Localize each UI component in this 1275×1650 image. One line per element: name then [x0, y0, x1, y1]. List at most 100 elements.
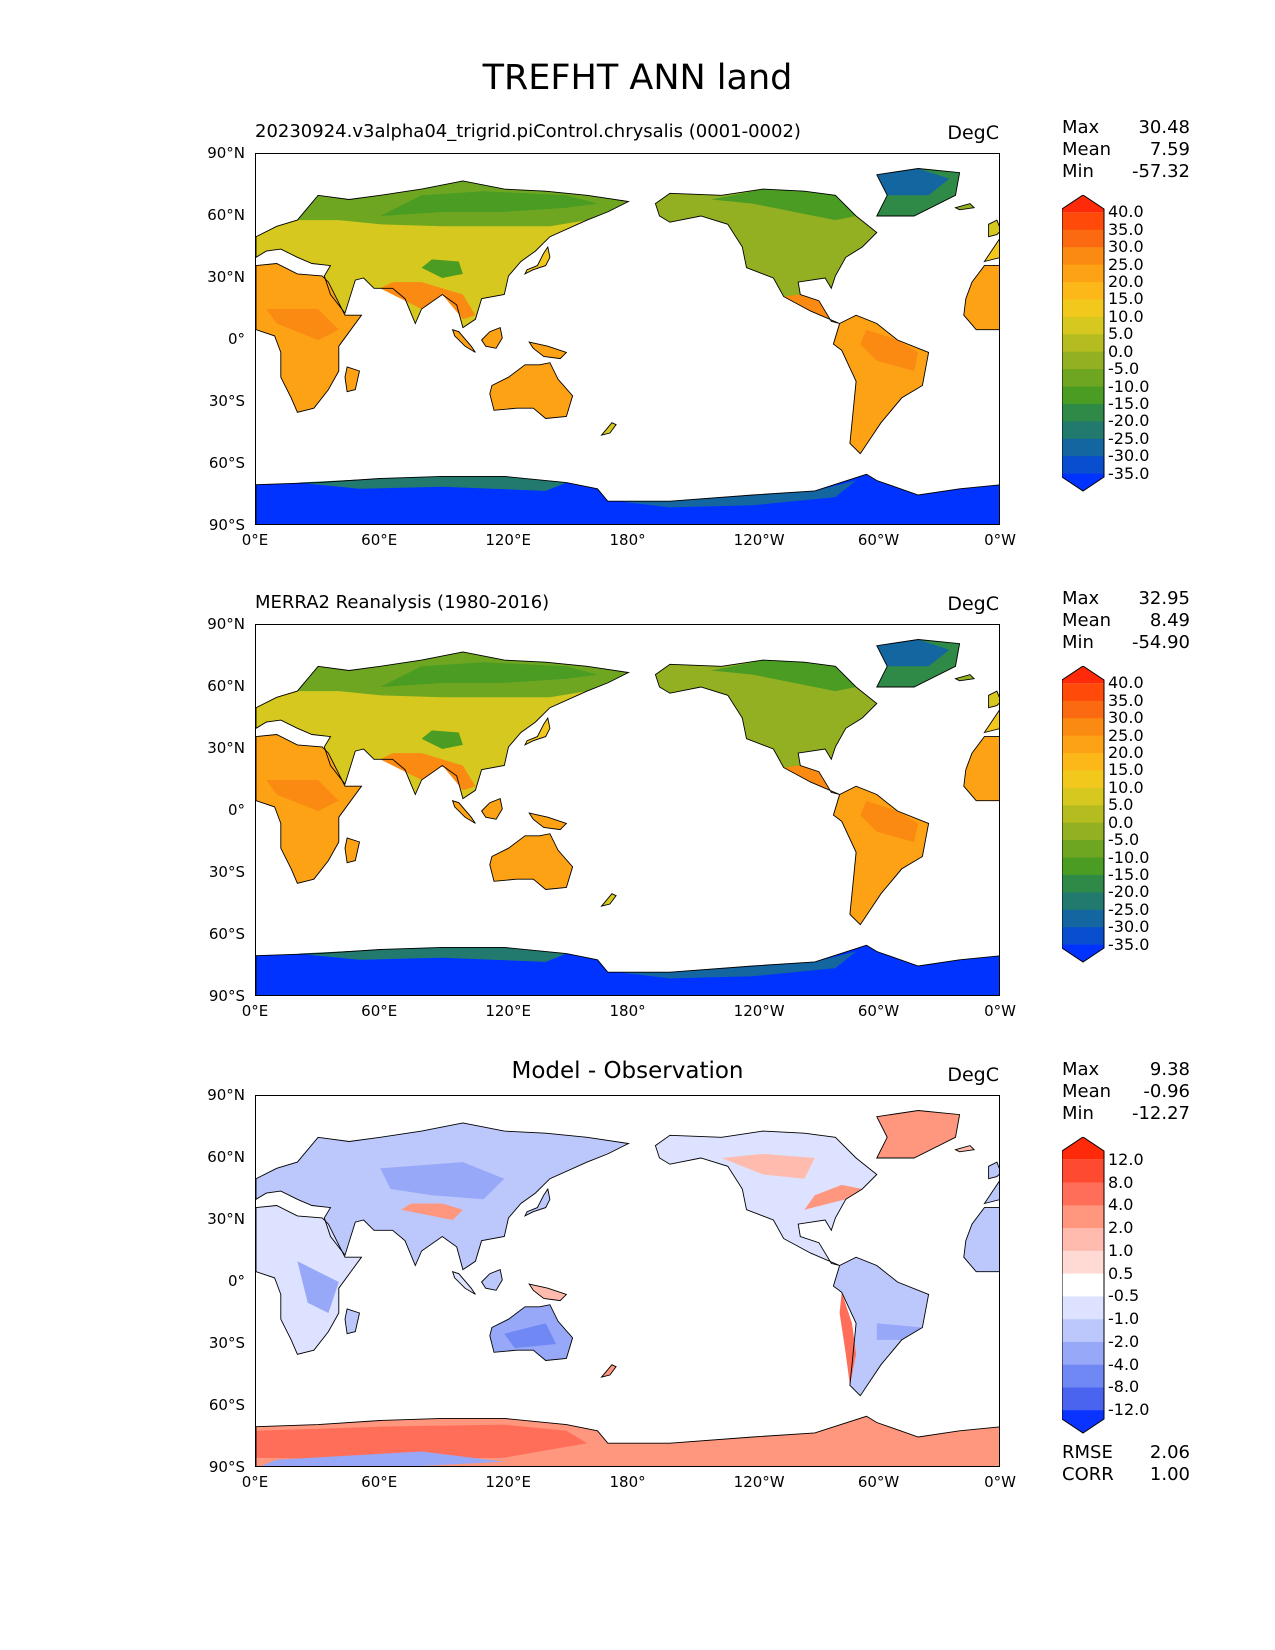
- colorbar-segment: [1062, 1319, 1104, 1343]
- stat-row: Max 32.95: [1062, 588, 1190, 610]
- stat-row: Mean 7.59: [1062, 139, 1190, 161]
- colorbar-tick-label: 30.0: [1108, 237, 1144, 257]
- colorbar-segment: [1062, 840, 1104, 858]
- lon-tick-label: 0°E: [241, 1002, 269, 1020]
- colorbar-segment: [1062, 805, 1104, 824]
- colorbar-segment: [1062, 247, 1104, 266]
- lat-tick-label: 30°S: [208, 1334, 245, 1352]
- colorbar-tick-label: 4.0: [1108, 1195, 1134, 1215]
- panel-stats: Max 32.95 Mean 8.49 Min -54.90: [1062, 588, 1190, 654]
- colorbar-tick-label: -25.0: [1108, 428, 1150, 448]
- lon-tick-label: 180°: [609, 1473, 646, 1491]
- stat-label: Max: [1062, 588, 1100, 609]
- colorbar-tick-label: -4.0: [1108, 1354, 1140, 1374]
- colorbar-tick-label: -5.0: [1108, 359, 1140, 379]
- colorbar-segment: [1062, 700, 1104, 719]
- lon-tick-label: 60°E: [361, 1473, 398, 1491]
- lat-tick-label: 60°S: [208, 925, 245, 943]
- lon-tick-label: 120°E: [485, 1473, 531, 1491]
- colorbar-outline: [1062, 195, 1105, 492]
- stat-label: Max: [1062, 117, 1100, 138]
- colorbar-tick-label: 20.0: [1108, 743, 1144, 763]
- colorbar-tick-label: 15.0: [1108, 760, 1144, 780]
- stat-label: Min: [1062, 632, 1094, 653]
- colorbar-segment: [1062, 1205, 1104, 1229]
- colorbar-tick-label: 10.0: [1108, 306, 1144, 326]
- stat-value: -0.96: [1143, 1081, 1190, 1102]
- colorbar-segment: [1062, 1410, 1104, 1433]
- stat-row: CORR 1.00: [1062, 1464, 1190, 1486]
- stat-value: 2.06: [1149, 1442, 1190, 1463]
- colorbar-segment: [1062, 1182, 1104, 1206]
- stat-row: RMSE 2.06: [1062, 1442, 1190, 1464]
- colorbar-segment: [1062, 1159, 1104, 1184]
- colorbar-tick-label: 40.0: [1108, 673, 1144, 693]
- colorbar-segment: [1062, 351, 1104, 370]
- colorbar-tick-label: -20.0: [1108, 411, 1150, 431]
- map-field: [256, 168, 999, 524]
- stat-label: Mean: [1062, 610, 1112, 631]
- colorbar-segment: [1062, 735, 1104, 754]
- stat-value: -12.27: [1131, 1103, 1190, 1124]
- colorbar-tick-label: 8.0: [1108, 1172, 1134, 1192]
- colorbar-tick-label: 35.0: [1108, 690, 1144, 710]
- colorbar-segment: [1062, 944, 1104, 962]
- stat-row: Min -12.27: [1062, 1103, 1190, 1125]
- colorbar-tick-label: -5.0: [1108, 830, 1140, 850]
- colorbar-segment: [1062, 857, 1104, 876]
- lat-tick-label: 90°S: [208, 516, 245, 534]
- colorbar-segment: [1062, 666, 1104, 684]
- colorbar-tick-label: -10.0: [1108, 376, 1150, 396]
- colorbar-tick-label: 0.5: [1108, 1263, 1134, 1283]
- colorbar-tick-label: -35.0: [1108, 463, 1150, 483]
- lon-tick-label: 60°W: [857, 1002, 900, 1020]
- colorbar-segment: [1062, 1341, 1104, 1366]
- lat-tick-label: 30°N: [207, 1210, 245, 1228]
- map-test: [255, 153, 1000, 525]
- colorbar-tick-label: 5.0: [1108, 795, 1134, 815]
- colorbar-tick-label: -15.0: [1108, 393, 1150, 413]
- lat-tick-label: 60°N: [207, 206, 245, 224]
- panel-stats: Max 30.48 Mean 7.59 Min -57.32: [1062, 117, 1190, 183]
- lon-tick-label: 0°E: [241, 1473, 269, 1491]
- colorbar-segment: [1062, 718, 1104, 737]
- stat-label: CORR: [1062, 1464, 1114, 1485]
- lat-tick-label: 30°S: [208, 863, 245, 881]
- lon-tick-label: 0°W: [984, 1473, 1016, 1491]
- panel-units: DegC: [947, 593, 999, 615]
- stat-row: Min -57.32: [1062, 161, 1190, 183]
- lon-tick-label: 180°: [609, 531, 646, 549]
- stat-value: 8.49: [1149, 610, 1190, 631]
- colorbar-segment: [1062, 212, 1104, 231]
- colorbar-tick-label: -30.0: [1108, 446, 1150, 466]
- map-field: [256, 639, 999, 995]
- lon-tick-label: 120°W: [733, 1473, 785, 1491]
- stat-row: Max 30.48: [1062, 117, 1190, 139]
- lat-tick-label: 90°N: [207, 144, 245, 162]
- lat-tick-label: 90°N: [207, 1086, 245, 1104]
- colorbar-segment: [1062, 892, 1104, 911]
- colorbar-tick-label: 25.0: [1108, 725, 1144, 745]
- stat-label: Mean: [1062, 139, 1112, 160]
- colorbar-tick-label: 25.0: [1108, 254, 1144, 274]
- lon-tick-label: 60°E: [361, 531, 398, 549]
- colorbar-segment: [1062, 264, 1104, 283]
- colorbar-tick-label: 5.0: [1108, 324, 1134, 344]
- colorbar-segment: [1062, 369, 1104, 387]
- colorbar-segment: [1062, 456, 1104, 475]
- colorbar-tick-label: 15.0: [1108, 289, 1144, 309]
- lat-tick-label: 60°N: [207, 1148, 245, 1166]
- stat-row: Min -54.90: [1062, 632, 1190, 654]
- colorbar-segment: [1062, 787, 1104, 806]
- stat-label: Max: [1062, 1059, 1100, 1080]
- lon-tick-label: 120°E: [485, 1002, 531, 1020]
- colorbar-segment: [1062, 1137, 1104, 1160]
- lon-tick-label: 0°E: [241, 531, 269, 549]
- colorbar-segment: [1062, 1364, 1104, 1388]
- colorbar-segment: [1062, 909, 1104, 928]
- panel-title: 20230924.v3alpha04_trigrid.piControl.chr…: [255, 121, 801, 142]
- stat-row: Max 9.38: [1062, 1059, 1190, 1081]
- colorbar-segment: [1062, 927, 1104, 946]
- colorbar-segment: [1062, 1273, 1104, 1297]
- colorbar-segment: [1062, 386, 1104, 405]
